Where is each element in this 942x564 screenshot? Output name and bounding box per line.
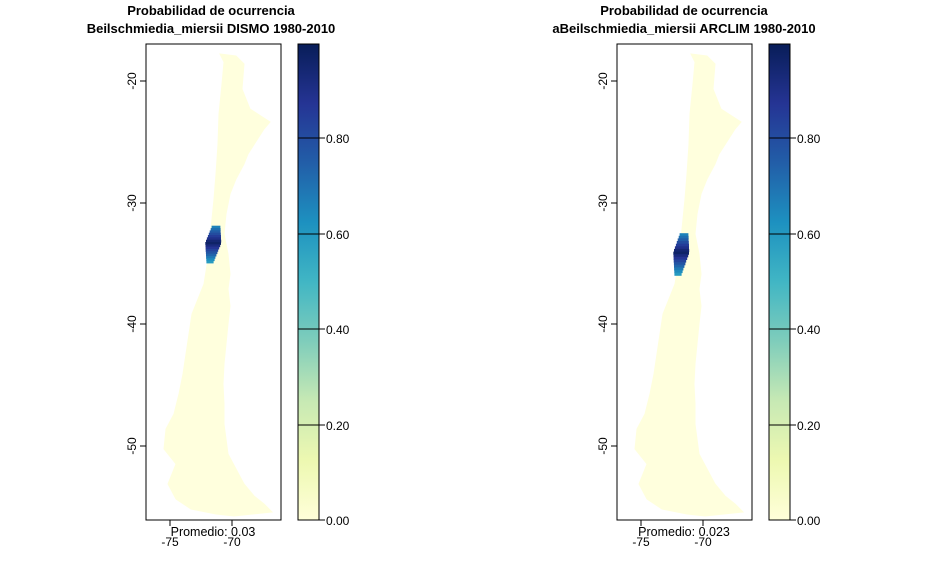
colorbar-ticks xyxy=(298,137,325,521)
colorbar-tick-label: 0.80 xyxy=(326,132,350,146)
hotspot-cell xyxy=(205,246,220,250)
y-tick-label: -20 xyxy=(596,72,610,90)
hotspot-cell xyxy=(206,255,216,259)
colorbar: 0.00 0.20 0.40 0.60 0.80 xyxy=(768,43,821,528)
hotspot-cell xyxy=(678,235,689,239)
mean-annotation: Promedio: 0.03 xyxy=(171,525,256,539)
x-axis: -75 -70 xyxy=(632,520,712,549)
x-tick-label: -75 xyxy=(161,535,179,549)
hotspot-cell xyxy=(673,259,687,263)
colorbar: 0.00 0.20 0.40 0.60 0.80 xyxy=(297,43,350,528)
y-tick-label: -20 xyxy=(125,72,139,90)
hotspot-cell xyxy=(677,238,689,242)
colorbar-tick-label: 0.40 xyxy=(797,323,821,337)
hotspot-cell xyxy=(207,235,221,238)
hotspot-cell xyxy=(674,264,685,268)
mean-annotation: Promedio: 0.023 xyxy=(638,525,730,539)
y-axis: -20 -30 -40 -50 xyxy=(596,72,617,455)
hotspot-cell xyxy=(206,253,217,257)
y-tick-label: -40 xyxy=(596,315,610,333)
colorbar-bar xyxy=(297,43,320,521)
hotspot-cell xyxy=(674,269,683,274)
colorbar-tick-label: 0.80 xyxy=(797,132,821,146)
colorbar-bar xyxy=(768,43,791,521)
hotspot-cell xyxy=(674,267,684,271)
hotspot-cell xyxy=(206,260,214,264)
hotspot-cell xyxy=(675,243,689,247)
hotspot-cell xyxy=(676,241,689,245)
y-tick-label: -50 xyxy=(125,437,139,455)
hotspot-cell xyxy=(674,272,682,276)
hotspot-cell xyxy=(673,254,689,258)
x-tick-label: -75 xyxy=(632,535,650,549)
plot-frame xyxy=(145,43,282,521)
colorbar-tick-label: 0.60 xyxy=(797,228,821,242)
hotspot-cell xyxy=(211,225,221,229)
hotspot-cell xyxy=(679,233,689,237)
hotspot-cell xyxy=(209,230,221,234)
x-tick-label: -70 xyxy=(223,535,241,549)
probability-hotspot xyxy=(673,233,690,276)
panel-subtitle: Beilschmiedia_miersii DISMO 1980-2010 xyxy=(87,21,336,36)
y-tick-label: -40 xyxy=(125,315,139,333)
map-panel-arclim: Probabilidad de ocurrencia aBeilschmiedi… xyxy=(552,3,820,549)
colorbar-ticks xyxy=(769,137,796,521)
y-tick-label: -50 xyxy=(596,437,610,455)
plot-frame xyxy=(616,43,753,521)
chile-map xyxy=(163,53,274,517)
hotspot-cell xyxy=(674,248,690,253)
hotspot-cell xyxy=(674,246,689,250)
hotspot-cell xyxy=(206,239,222,243)
hotspot-cell xyxy=(673,251,689,255)
hotspot-cell xyxy=(206,258,215,262)
hotspot-cell xyxy=(205,242,221,245)
x-axis: -75 -70 xyxy=(161,520,241,549)
hotspot-cell xyxy=(205,244,221,248)
panel-subtitle: aBeilschmiedia_miersii ARCLIM 1980-2010 xyxy=(552,21,815,36)
probability-hotspot xyxy=(205,225,222,264)
y-tick-label: -30 xyxy=(125,194,139,212)
x-tick-label: -70 xyxy=(694,535,712,549)
hotspot-cell xyxy=(208,232,221,236)
hotspot-cell xyxy=(673,262,686,266)
colorbar-tick-label: 0.60 xyxy=(326,228,350,242)
hotspot-cell xyxy=(673,256,688,260)
y-tick-label: -30 xyxy=(596,194,610,212)
hotspot-cell xyxy=(206,237,221,241)
colorbar-tick-label: 0.00 xyxy=(326,514,350,528)
y-axis: -20 -30 -40 -50 xyxy=(125,72,146,455)
colorbar-tick-label: 0.00 xyxy=(797,514,821,528)
hotspot-cell xyxy=(210,228,221,231)
hotspot-cell xyxy=(205,251,218,255)
land-mass xyxy=(634,53,745,517)
panel-title: Probabilidad de ocurrencia xyxy=(600,3,768,18)
chile-map xyxy=(634,53,745,517)
colorbar-tick-label: 0.20 xyxy=(797,419,821,433)
land-mass xyxy=(163,53,274,517)
map-panel-dismo: Probabilidad de ocurrencia Beilschmiedia… xyxy=(87,3,350,549)
colorbar-tick-label: 0.20 xyxy=(326,419,350,433)
panel-title: Probabilidad de ocurrencia xyxy=(127,3,295,18)
hotspot-cell xyxy=(205,248,219,252)
colorbar-tick-label: 0.40 xyxy=(326,323,350,337)
